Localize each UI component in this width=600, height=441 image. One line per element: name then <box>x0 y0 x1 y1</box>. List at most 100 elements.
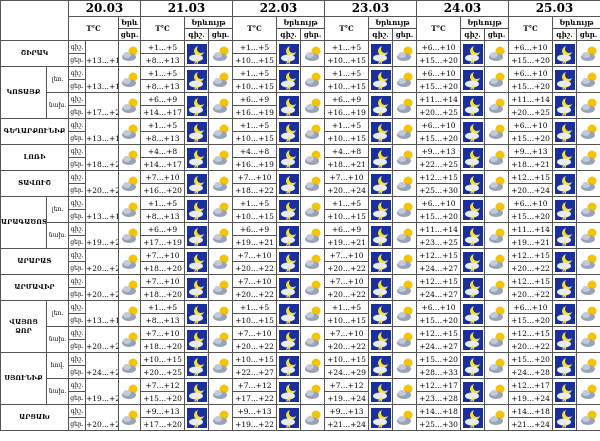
day-temp: +15...+20 <box>140 391 185 405</box>
icon-cell <box>484 248 509 275</box>
weather-icon <box>278 329 299 350</box>
day-temp: +20...+22 <box>508 261 553 275</box>
day-temp: +10...+15 <box>232 53 277 67</box>
icon-cell <box>460 118 485 145</box>
weather-icon <box>554 173 575 194</box>
weather-icon <box>578 329 599 350</box>
icon-cell <box>552 92 577 119</box>
table-row: ցեր. +18...+20 +20...+22 +20...+22 +24...+27… <box>1 287 600 301</box>
night-temp: +6...+9 <box>140 92 185 106</box>
night-header: գիշ. <box>460 28 485 41</box>
night-temp: +6...+9 <box>324 222 369 236</box>
day-temp: +23...+25 <box>416 235 461 249</box>
weather-icon <box>462 225 483 246</box>
weather-icon <box>486 173 507 194</box>
night-temp: +12...+17 <box>508 378 553 392</box>
weather-icon <box>302 173 323 194</box>
weather-icon <box>578 199 599 220</box>
icon-cell <box>118 170 141 197</box>
icon-cell <box>552 300 577 327</box>
temp-header: T°C <box>416 16 461 41</box>
icon-cell <box>392 196 417 223</box>
date-header: 20.03 <box>68 0 141 17</box>
date-header: 22.03 <box>232 0 325 17</box>
icon-cell <box>118 66 141 93</box>
weather-icon <box>120 407 140 428</box>
table-row: ցեր. +20...+25 +22...+27 +24...+29 +28...+33… <box>1 365 600 379</box>
icon-cell <box>460 196 485 223</box>
weather-icon <box>120 69 140 90</box>
weather-icon <box>120 277 140 298</box>
icon-cell <box>460 274 485 301</box>
table-row: ցեր. +8...+13 +10...+15 +10...+15 +15...+20 +… <box>1 209 600 223</box>
icon-cell <box>392 300 417 327</box>
icon-cell <box>118 248 141 275</box>
day-temp: +10...+15 <box>232 79 277 93</box>
weather-icon <box>120 199 140 220</box>
icon-cell <box>118 352 141 379</box>
weather-icon <box>210 95 231 116</box>
day-temp: +20...+25 <box>508 105 553 119</box>
icon-cell <box>460 248 485 275</box>
icon-cell <box>484 92 509 119</box>
weather-icon <box>486 121 507 142</box>
day-temp: +20...+24 <box>508 183 553 197</box>
night-temp: +12...+15 <box>416 170 461 184</box>
region-name: ԿՈՏԱՅՔ <box>0 66 47 119</box>
weather-icon <box>210 355 231 376</box>
weather-icon <box>554 381 575 402</box>
weather-icon <box>554 147 575 168</box>
day-temp: +16...+20 <box>140 183 185 197</box>
region-sub: նախ. <box>46 92 69 119</box>
weather-icon <box>486 69 507 90</box>
table-row: ցեր. +16...+20 +18...+22 +20...+24 +25...+30… <box>1 183 600 197</box>
icon-cell <box>460 92 485 119</box>
icon-cell <box>184 326 209 353</box>
weather-icon <box>186 69 207 90</box>
icon-cell <box>300 378 325 405</box>
day-temp: +20...+25 <box>140 365 185 379</box>
weather-icon <box>554 329 575 350</box>
weather-icon <box>462 251 483 272</box>
night-temp: +6...+10 <box>416 66 461 80</box>
table-row: ՏԱՎՈՒՇգիշ.+20...+24+7...+10+7...+10+7...… <box>0 170 600 197</box>
table-row: ցեր. +8...+13 +10...+15 +10...+15 +15...+20 +… <box>1 313 600 327</box>
weather-icon <box>394 43 415 64</box>
day-temp: +19...+21 <box>232 235 277 249</box>
weather-icon <box>554 69 575 90</box>
icon-cell <box>118 274 141 301</box>
weather-icon <box>210 43 231 64</box>
day-temp: +15...+20 <box>416 131 461 145</box>
weather-icon <box>370 381 391 402</box>
night-temp: +1...+5 <box>232 66 277 80</box>
night-temp: +12...+15 <box>416 248 461 262</box>
weather-icon <box>554 277 575 298</box>
icon-cell <box>484 378 509 405</box>
icon-cell <box>184 144 209 171</box>
weather-icon <box>462 199 483 220</box>
day-temp: +16...+19 <box>232 105 277 119</box>
night-label: գիշ. <box>68 66 86 80</box>
night-temp: +6...+10 <box>416 196 461 210</box>
night-temp: +9...+13 <box>416 144 461 158</box>
icon-cell <box>576 144 600 171</box>
weather-icon <box>462 329 483 350</box>
day-temp: +10...+15 <box>324 53 369 67</box>
icon-cell <box>184 378 209 405</box>
day-temp: +17...+19 <box>140 235 185 249</box>
icon-cell <box>118 144 141 171</box>
weather-icon <box>462 303 483 324</box>
day-temp: +24...+27 <box>416 261 461 275</box>
icon-cell <box>392 248 417 275</box>
weather-icon <box>278 95 299 116</box>
weather-icon <box>120 303 140 324</box>
region-sub: լեռ. <box>46 66 69 93</box>
day-label: ցեր. <box>68 53 86 67</box>
weather-icon <box>394 277 415 298</box>
day-label: ցեր. <box>68 365 86 379</box>
weather-icon <box>554 251 575 272</box>
icon-cell <box>300 196 325 223</box>
night-temp: +9...+13 <box>508 144 553 158</box>
day-header: ցեր. <box>392 28 417 41</box>
